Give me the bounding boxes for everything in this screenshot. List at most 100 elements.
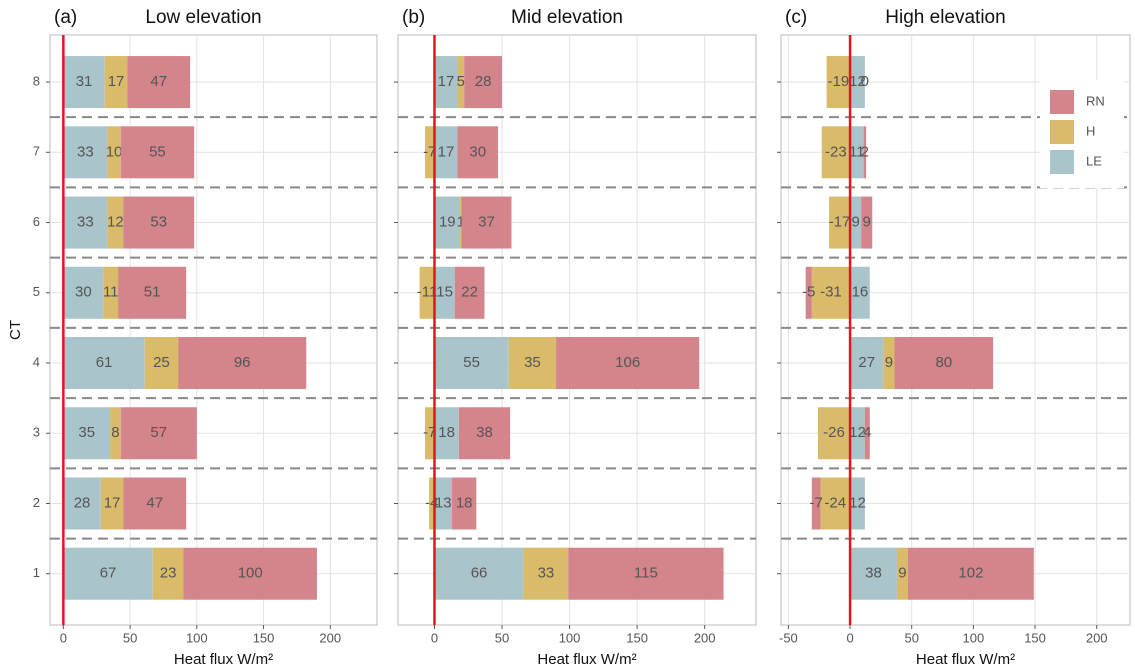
value-label: 57 xyxy=(150,424,167,441)
bar-segment xyxy=(434,407,459,460)
bar-segment xyxy=(508,337,557,390)
x-tick-label: 150 xyxy=(253,630,275,645)
bar-segment xyxy=(460,196,462,249)
value-label: 18 xyxy=(456,494,473,511)
value-label: 55 xyxy=(463,354,480,371)
value-label: 9 xyxy=(898,565,906,582)
value-label: 55 xyxy=(149,143,166,160)
value-label: 33 xyxy=(538,565,555,582)
x-tick-label: 0 xyxy=(846,630,853,645)
bar-segment xyxy=(461,196,512,249)
value-label: 37 xyxy=(478,214,495,231)
value-label: -23 xyxy=(825,143,847,160)
bar-segment xyxy=(861,196,873,249)
bar-segment xyxy=(457,56,465,109)
bar-segment xyxy=(883,337,895,390)
bar-segment xyxy=(817,407,851,460)
y-axis-label: CT xyxy=(7,320,24,340)
x-tick-label: -50 xyxy=(779,630,798,645)
value-label: 35 xyxy=(78,424,95,441)
x-tick-label: 200 xyxy=(694,630,716,645)
value-label: -26 xyxy=(823,424,845,441)
x-axis-label: Heat flux W/m² xyxy=(174,651,273,668)
value-label: 13 xyxy=(435,494,452,511)
value-label: 67 xyxy=(100,565,117,582)
value-label: 22 xyxy=(461,284,478,301)
bar-segment xyxy=(425,407,435,460)
value-label: -31 xyxy=(820,284,842,301)
panel-title: Low elevation xyxy=(145,7,261,28)
bar-segment xyxy=(850,56,865,109)
value-label: 53 xyxy=(150,214,167,231)
bar-segment xyxy=(120,407,197,460)
bar-segment xyxy=(434,56,458,109)
bar-segment xyxy=(850,196,862,249)
x-tick-label: 50 xyxy=(904,630,918,645)
value-label: 12 xyxy=(849,424,866,441)
bar-segment xyxy=(826,56,851,109)
y-tick-label: 3 xyxy=(33,425,40,440)
bar-segment xyxy=(434,126,458,179)
bar-segment xyxy=(850,477,865,530)
value-label: 11 xyxy=(849,143,865,160)
x-tick-label: 50 xyxy=(123,630,137,645)
bar-segment xyxy=(419,266,435,319)
value-label: 17 xyxy=(108,73,125,90)
bar-segment xyxy=(850,266,870,319)
legend-label: H xyxy=(1086,123,1095,138)
value-label: 38 xyxy=(865,565,882,582)
panel xyxy=(49,34,378,626)
value-label: 12 xyxy=(849,73,866,90)
value-label: -19 xyxy=(828,73,850,90)
value-label: 9 xyxy=(885,354,893,371)
value-label: 17 xyxy=(438,143,455,160)
bar-segment xyxy=(434,477,453,530)
y-tick-label: 8 xyxy=(33,73,40,88)
bar-segment xyxy=(568,547,724,600)
legend-key xyxy=(1050,150,1074,174)
x-axis-label: Heat flux W/m² xyxy=(916,651,1015,668)
value-label: 31 xyxy=(76,73,93,90)
y-tick-label: 5 xyxy=(33,284,40,299)
bar-segment xyxy=(820,477,851,530)
value-label: -7 xyxy=(423,143,436,160)
value-label: 96 xyxy=(234,354,251,371)
value-label: -7 xyxy=(423,424,436,441)
panel-title: Mid elevation xyxy=(511,7,623,28)
bar-segment xyxy=(110,407,121,460)
bar-segment xyxy=(850,126,864,179)
value-label: 33 xyxy=(77,214,94,231)
bar-segment xyxy=(107,126,121,179)
y-tick-label: 2 xyxy=(33,495,40,510)
y-tick-label: 6 xyxy=(33,214,40,229)
bar-segment xyxy=(425,126,435,179)
bar-segment xyxy=(104,56,128,109)
x-tick-label: 200 xyxy=(319,630,341,645)
bar-segment xyxy=(127,56,191,109)
bar-segment xyxy=(118,266,187,319)
x-axis-label: Heat flux W/m² xyxy=(537,651,636,668)
bar-segment xyxy=(63,56,105,109)
x-tick-label: 100 xyxy=(186,630,208,645)
value-label: 9 xyxy=(851,214,859,231)
x-tick-label: 200 xyxy=(1086,630,1108,645)
bar-segment xyxy=(63,196,108,249)
value-label: -7 xyxy=(809,494,822,511)
value-label: 30 xyxy=(75,284,92,301)
bar-segment xyxy=(850,337,884,390)
bar-segment xyxy=(434,196,461,249)
value-label: 10 xyxy=(106,143,123,160)
panel-title: High elevation xyxy=(885,7,1005,28)
y-tick-label: 4 xyxy=(33,354,40,369)
bar-segment xyxy=(103,266,119,319)
bar-segment xyxy=(556,337,700,390)
x-tick-label: 150 xyxy=(626,630,648,645)
x-tick-label: 50 xyxy=(495,630,509,645)
value-label: 4 xyxy=(863,424,871,441)
value-label: 19 xyxy=(439,214,456,231)
bar-segment xyxy=(434,266,455,319)
legend-label: RN xyxy=(1086,93,1105,108)
value-label: 12 xyxy=(107,214,124,231)
